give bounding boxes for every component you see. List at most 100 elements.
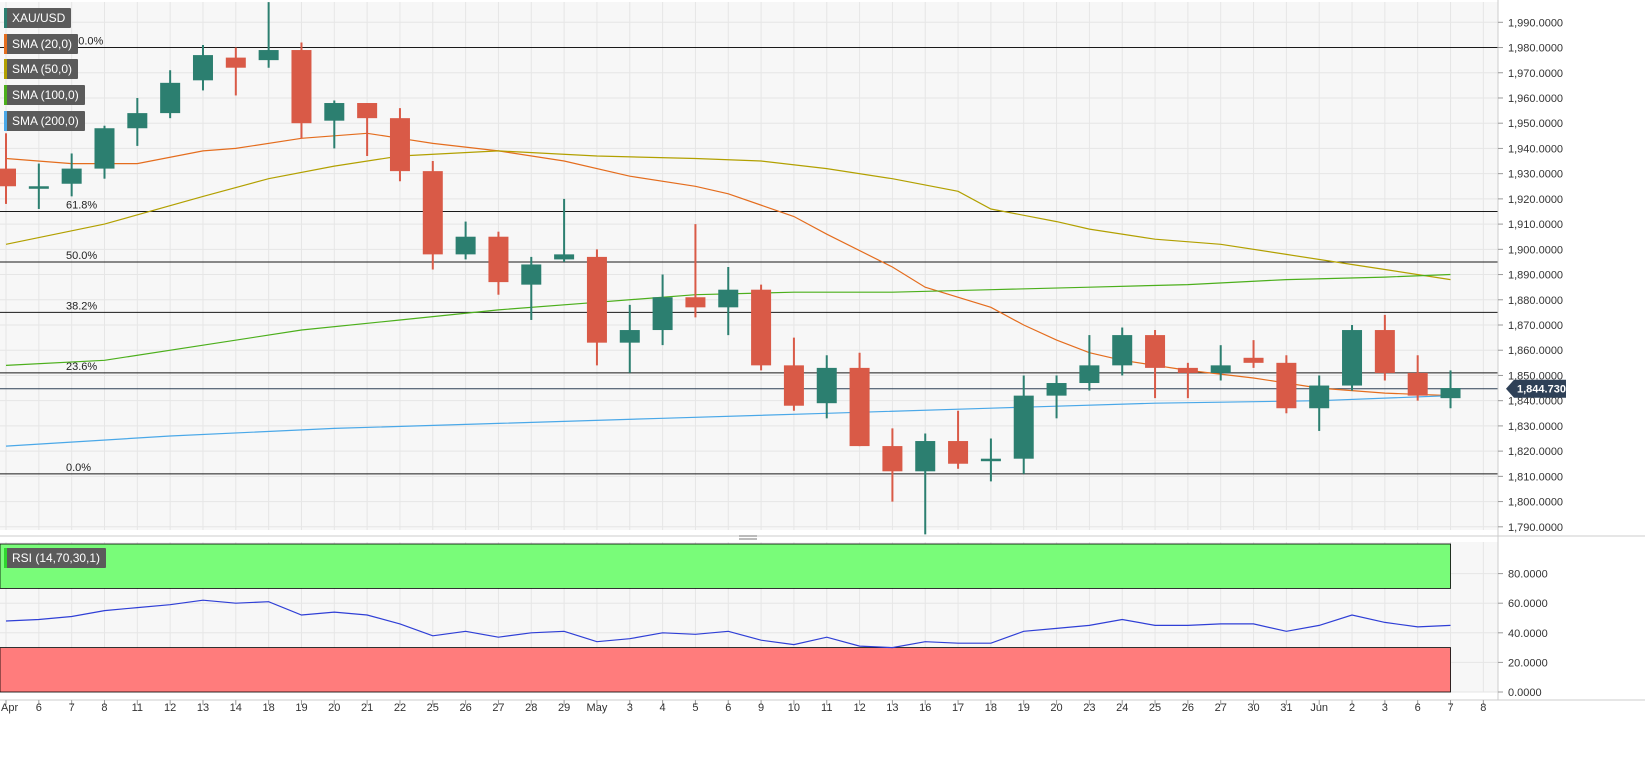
x-tick-label: 20: [1050, 702, 1062, 714]
candle: [783, 337, 804, 411]
legend-swatch: [4, 111, 7, 131]
price-tick-label: 1,850.0000: [1508, 370, 1563, 382]
candle: [1342, 325, 1363, 391]
x-tick-label: 8: [1480, 702, 1486, 714]
candle-body: [1079, 365, 1100, 384]
price-tick-label: 1,880.0000: [1508, 295, 1563, 307]
legend-swatch: [4, 59, 7, 79]
candle: [357, 103, 378, 156]
candle: [1177, 362, 1198, 399]
legend-item[interactable]: XAU/USD: [4, 8, 72, 28]
fibonacci-levels: 100.0%61.8%50.0%38.2%23.6%0.0%: [0, 36, 1498, 475]
x-tick-label: 12: [853, 702, 865, 714]
x-tick-label: 6: [36, 702, 42, 714]
candle-body: [783, 365, 804, 406]
candle-body: [980, 458, 1001, 462]
fibonacci-label: 38.2%: [66, 300, 97, 312]
sma-line: [5, 395, 1451, 447]
candle: [160, 70, 181, 119]
candle-body: [816, 367, 837, 404]
candle-body: [324, 103, 345, 121]
candle-body: [225, 57, 246, 68]
fibonacci-label: 50.0%: [66, 250, 97, 262]
sma-line: [5, 273, 1451, 366]
x-tick-label: 10: [788, 702, 800, 714]
rsi-legend-item[interactable]: RSI (14,70,30,1): [4, 548, 107, 568]
rsi-tick-label: 20.0000: [1508, 657, 1548, 669]
x-tick-label: 3: [1382, 702, 1388, 714]
legend-item[interactable]: SMA (50,0): [4, 59, 79, 79]
candle: [1243, 340, 1264, 368]
candle-body: [291, 50, 312, 124]
panel-resize-handle: [739, 535, 757, 540]
x-tick-label: 19: [295, 702, 307, 714]
x-tick-label: 19: [1018, 702, 1030, 714]
candle-body: [389, 118, 410, 172]
candle-body: [1309, 385, 1330, 409]
price-tick-label: 1,960.0000: [1508, 93, 1563, 105]
main-plot-background: [0, 2, 1498, 530]
candle-body: [28, 186, 49, 189]
candle: [849, 352, 870, 447]
candle: [948, 410, 969, 469]
candle-body: [849, 367, 870, 447]
x-tick-label: 30: [1247, 702, 1259, 714]
candle-body: [455, 236, 476, 255]
legend-item[interactable]: SMA (20,0): [4, 34, 79, 54]
candle: [291, 42, 312, 139]
candle: [619, 304, 640, 373]
fibonacci-label: 61.8%: [66, 199, 97, 211]
legend-label: RSI (14,70,30,1): [12, 551, 101, 565]
x-tick-label: 11: [821, 702, 832, 714]
x-tick-label: 13: [886, 702, 898, 714]
legend-item[interactable]: SMA (100,0): [4, 85, 85, 105]
candle-body: [751, 289, 772, 366]
price-tick-label: 1,870.0000: [1508, 320, 1563, 332]
x-axis-ticks: Apr 6 7 8 11 12 13 14 18 19 20 21 22 25 26 27 28 29 May 3 4 5…: [1, 700, 1486, 714]
x-tick-label: Apr: [1, 702, 18, 714]
rsi-oversold-zone: [0, 647, 1451, 693]
legend-swatch: [4, 85, 7, 105]
candle: [685, 224, 706, 318]
candle: [94, 125, 115, 179]
candle: [324, 100, 345, 149]
legend-label: SMA (50,0): [12, 62, 73, 76]
candle-body: [521, 264, 542, 285]
candle-body: [0, 168, 16, 187]
candle-body: [94, 128, 115, 169]
candle-body: [1145, 335, 1166, 368]
rsi-tick-label: 40.0000: [1508, 628, 1548, 640]
vertical-gridlines: [5, 2, 1484, 692]
x-tick-label: 21: [361, 702, 373, 714]
legend-item[interactable]: SMA (200,0): [4, 111, 85, 131]
x-tick-label: 7: [1447, 702, 1453, 714]
price-tick-label: 1,890.0000: [1508, 270, 1563, 282]
x-tick-label: 28: [525, 702, 537, 714]
candle-body: [915, 441, 936, 472]
price-tick-label: 1,930.0000: [1508, 169, 1563, 181]
candle: [1276, 355, 1297, 414]
x-tick-label: 4: [660, 702, 666, 714]
candle: [28, 163, 49, 209]
price-tick-label: 1,900.0000: [1508, 244, 1563, 256]
x-tick-label: 14: [230, 702, 242, 714]
candle: [1145, 330, 1166, 399]
x-tick-label: 25: [1149, 702, 1161, 714]
x-tick-label: 2: [1349, 702, 1355, 714]
rsi-tick-label: 60.0000: [1508, 598, 1548, 610]
candle: [816, 355, 837, 419]
candle: [127, 97, 148, 146]
candle: [718, 266, 739, 336]
legend-label: SMA (200,0): [12, 114, 79, 128]
candle: [586, 249, 607, 366]
candle: [751, 284, 772, 371]
candle-body: [192, 55, 213, 81]
price-tick-label: 1,830.0000: [1508, 421, 1563, 433]
x-tick-label: 29: [558, 702, 570, 714]
candle-body: [652, 297, 673, 331]
legend-label: SMA (20,0): [12, 37, 73, 51]
price-tick-label: 1,790.0000: [1508, 522, 1563, 534]
x-tick-label: 6: [1415, 702, 1421, 714]
legend-swatch: [4, 34, 7, 54]
